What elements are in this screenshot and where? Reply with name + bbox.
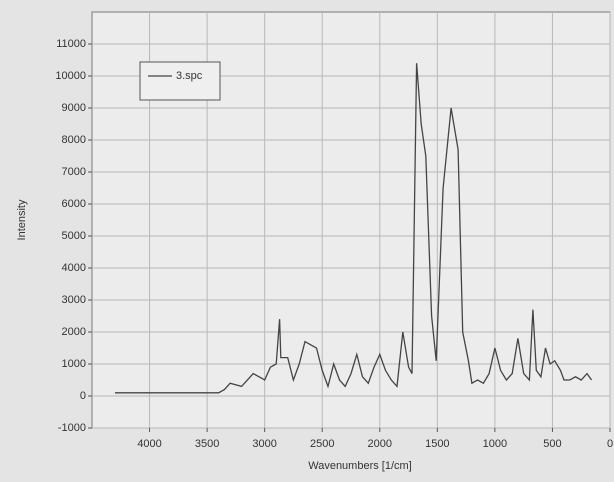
data-line <box>115 63 593 394</box>
y-tick-label: 4000 <box>62 262 86 274</box>
x-tick-label: 1500 <box>425 438 449 450</box>
legend-box <box>139 61 221 101</box>
y-tick-label: -1000 <box>58 422 86 434</box>
x-tick-label: 2000 <box>368 438 392 450</box>
y-tick-label: 8000 <box>62 134 86 146</box>
y-axis-title: Intensity <box>16 199 28 240</box>
x-tick-label: 4000 <box>137 438 161 450</box>
y-tick-label: 1000 <box>62 358 86 370</box>
y-tick-label: 10000 <box>55 70 86 82</box>
y-tick-label: 11000 <box>56 38 86 50</box>
y-tick-label: 7000 <box>62 166 86 178</box>
x-tick-label: 3500 <box>195 438 219 450</box>
y-tick-label: 5000 <box>62 230 86 242</box>
x-tick-label: 0 <box>607 438 613 450</box>
legend-label: 3.spc <box>176 70 203 82</box>
y-tick-label: 2000 <box>62 326 86 338</box>
x-tick-label: 2500 <box>310 438 334 450</box>
y-tick-label: 9000 <box>62 102 86 114</box>
y-tick-label: 0 <box>80 390 86 402</box>
x-tick-label: 1000 <box>483 438 507 450</box>
x-tick-label: 3000 <box>252 438 276 450</box>
x-axis-title: Wavenumbers [1/cm] <box>308 460 412 472</box>
y-tick-label: 6000 <box>62 198 86 210</box>
y-tick-label: 3000 <box>62 294 86 306</box>
x-tick-label: 500 <box>543 438 561 450</box>
